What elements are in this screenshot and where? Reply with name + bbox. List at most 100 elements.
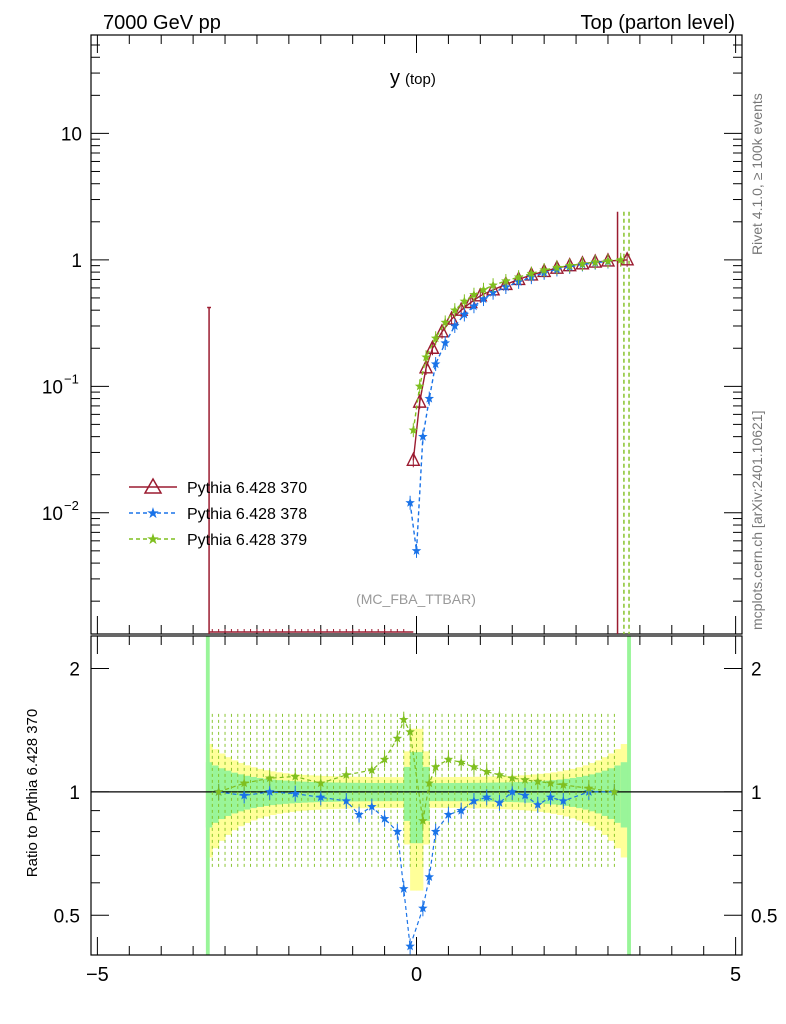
- ratio-point-star: [482, 792, 492, 802]
- data-point-star: [539, 265, 549, 275]
- ratio-point-star: [213, 786, 224, 796]
- data-point-star: [459, 309, 470, 319]
- ratio-point-star: [533, 776, 543, 786]
- y-tick-label: 10: [61, 124, 82, 145]
- data-point-star: [424, 393, 434, 403]
- data-point-star: [469, 289, 479, 299]
- ratio-y-tick-label-right: 0.5: [751, 906, 777, 927]
- band-green: [250, 776, 258, 809]
- y-tick-label: 1: [71, 251, 82, 272]
- legend: Pythia 6.428 370 ★ Pythia 6.428 378 ★ Py…: [129, 477, 307, 549]
- ratio-point-star: [507, 786, 517, 796]
- series-line: [412, 259, 621, 431]
- ratio-point-star: [424, 872, 434, 881]
- ratio-y-tick-label-right: 2: [751, 659, 762, 680]
- ratio-point-star: [354, 809, 364, 819]
- edge-band-green: [205, 636, 210, 955]
- band-green: [218, 768, 226, 820]
- band-green: [607, 768, 615, 820]
- data-point-triangle: [406, 451, 421, 467]
- plot-title: y: [390, 67, 400, 89]
- ratio-point-star: [430, 762, 441, 771]
- ratio-point-star: [558, 796, 568, 805]
- legend-entry-370: Pythia 6.428 370: [129, 477, 307, 497]
- data-point-star: [450, 321, 460, 330]
- ratio-y-tick-label-right: 1: [751, 783, 762, 804]
- series-line: [409, 260, 609, 551]
- band-green: [244, 775, 252, 810]
- ratio-point-star: [316, 792, 326, 802]
- data-point-star: [430, 359, 441, 369]
- legend-label-378: Pythia 6.428 378: [187, 506, 307, 523]
- ratio-point-star: [239, 790, 249, 800]
- ratio-point-star: [341, 769, 351, 779]
- legend-label-379: Pythia 6.428 379: [187, 532, 307, 549]
- ratio-point-star: [424, 778, 434, 788]
- y-tick-label-exponent: −2: [64, 498, 79, 513]
- data-point-star: [478, 284, 489, 294]
- legend-entry-378: ★ Pythia 6.428 378: [129, 505, 307, 523]
- ratio-point-star: [399, 714, 409, 724]
- band-green: [620, 762, 628, 828]
- ratio-axis-ticks: −5 0 5 0.5 0.5 1 1 2 2: [54, 636, 777, 986]
- data-point-star: [616, 254, 626, 264]
- ratio-y-tick-label: 0.5: [54, 906, 80, 927]
- ratio-point-star: [507, 773, 517, 783]
- data-point-star: [526, 268, 537, 278]
- ratio-point-star: [239, 778, 249, 788]
- data-point-star: [440, 338, 450, 348]
- ratio-point-star: [392, 733, 403, 743]
- legend-marker-star: ★: [146, 505, 159, 522]
- band-green: [237, 774, 245, 812]
- data-point-star: [469, 301, 479, 311]
- rivet-version-label: Rivet 4.1.0, ≥ 100k events: [749, 93, 765, 255]
- band-green: [416, 752, 424, 844]
- data-point-star: [440, 317, 450, 327]
- ratio-plot-marks: [91, 711, 742, 955]
- x-tick-label: 5: [730, 964, 741, 986]
- legend-marker-star: ★: [146, 531, 159, 548]
- band-green: [576, 776, 583, 809]
- legend-label-370: Pythia 6.428 370: [187, 480, 307, 497]
- edge-band-green: [627, 636, 631, 955]
- ratio-point-star: [399, 883, 409, 893]
- series-line: [412, 259, 628, 461]
- data-point-star: [552, 262, 562, 272]
- ratio-point-star: [316, 778, 326, 788]
- mcplots-credit-label: mcplots.cern.ch [arXiv:2401.10621]: [749, 411, 765, 630]
- main-plot-marks: [207, 211, 635, 634]
- data-point-star: [421, 352, 431, 362]
- ratio-point-star: [418, 903, 428, 913]
- ratio-point-star: [443, 754, 454, 764]
- data-point-star: [411, 545, 422, 555]
- band-green: [582, 775, 590, 810]
- ratio-point-star: [482, 766, 492, 776]
- ratio-point-star: [265, 773, 275, 783]
- data-point-star: [501, 276, 511, 286]
- band-green: [422, 766, 430, 821]
- ratio-y-tick-label: 2: [69, 659, 80, 680]
- band-green: [410, 752, 417, 844]
- data-point-star: [488, 280, 498, 290]
- data-point-star: [450, 305, 460, 315]
- ratio-point-star: [545, 778, 556, 788]
- ratio-point-star: [367, 765, 377, 775]
- ratio-point-star: [609, 786, 620, 796]
- header-energy-label: 7000 GeV pp: [103, 12, 221, 34]
- ratio-point-star: [469, 762, 479, 771]
- data-point-triangle: [425, 339, 440, 354]
- ratio-point-star: [265, 786, 275, 796]
- ratio-y-axis-label: Ratio to Pythia 6.428 370: [24, 709, 41, 877]
- band-green: [614, 765, 622, 823]
- band-green: [595, 772, 603, 814]
- data-point-triangle: [412, 393, 427, 408]
- plot-title-subscript: (top): [405, 71, 436, 88]
- x-tick-label: 0: [411, 964, 422, 986]
- band-green: [588, 774, 596, 812]
- legend-marker-triangle: [143, 477, 163, 494]
- ratio-point-star: [558, 779, 568, 789]
- band-green: [231, 772, 239, 814]
- analysis-annotation: (MC_FBA_TTBAR): [356, 591, 476, 607]
